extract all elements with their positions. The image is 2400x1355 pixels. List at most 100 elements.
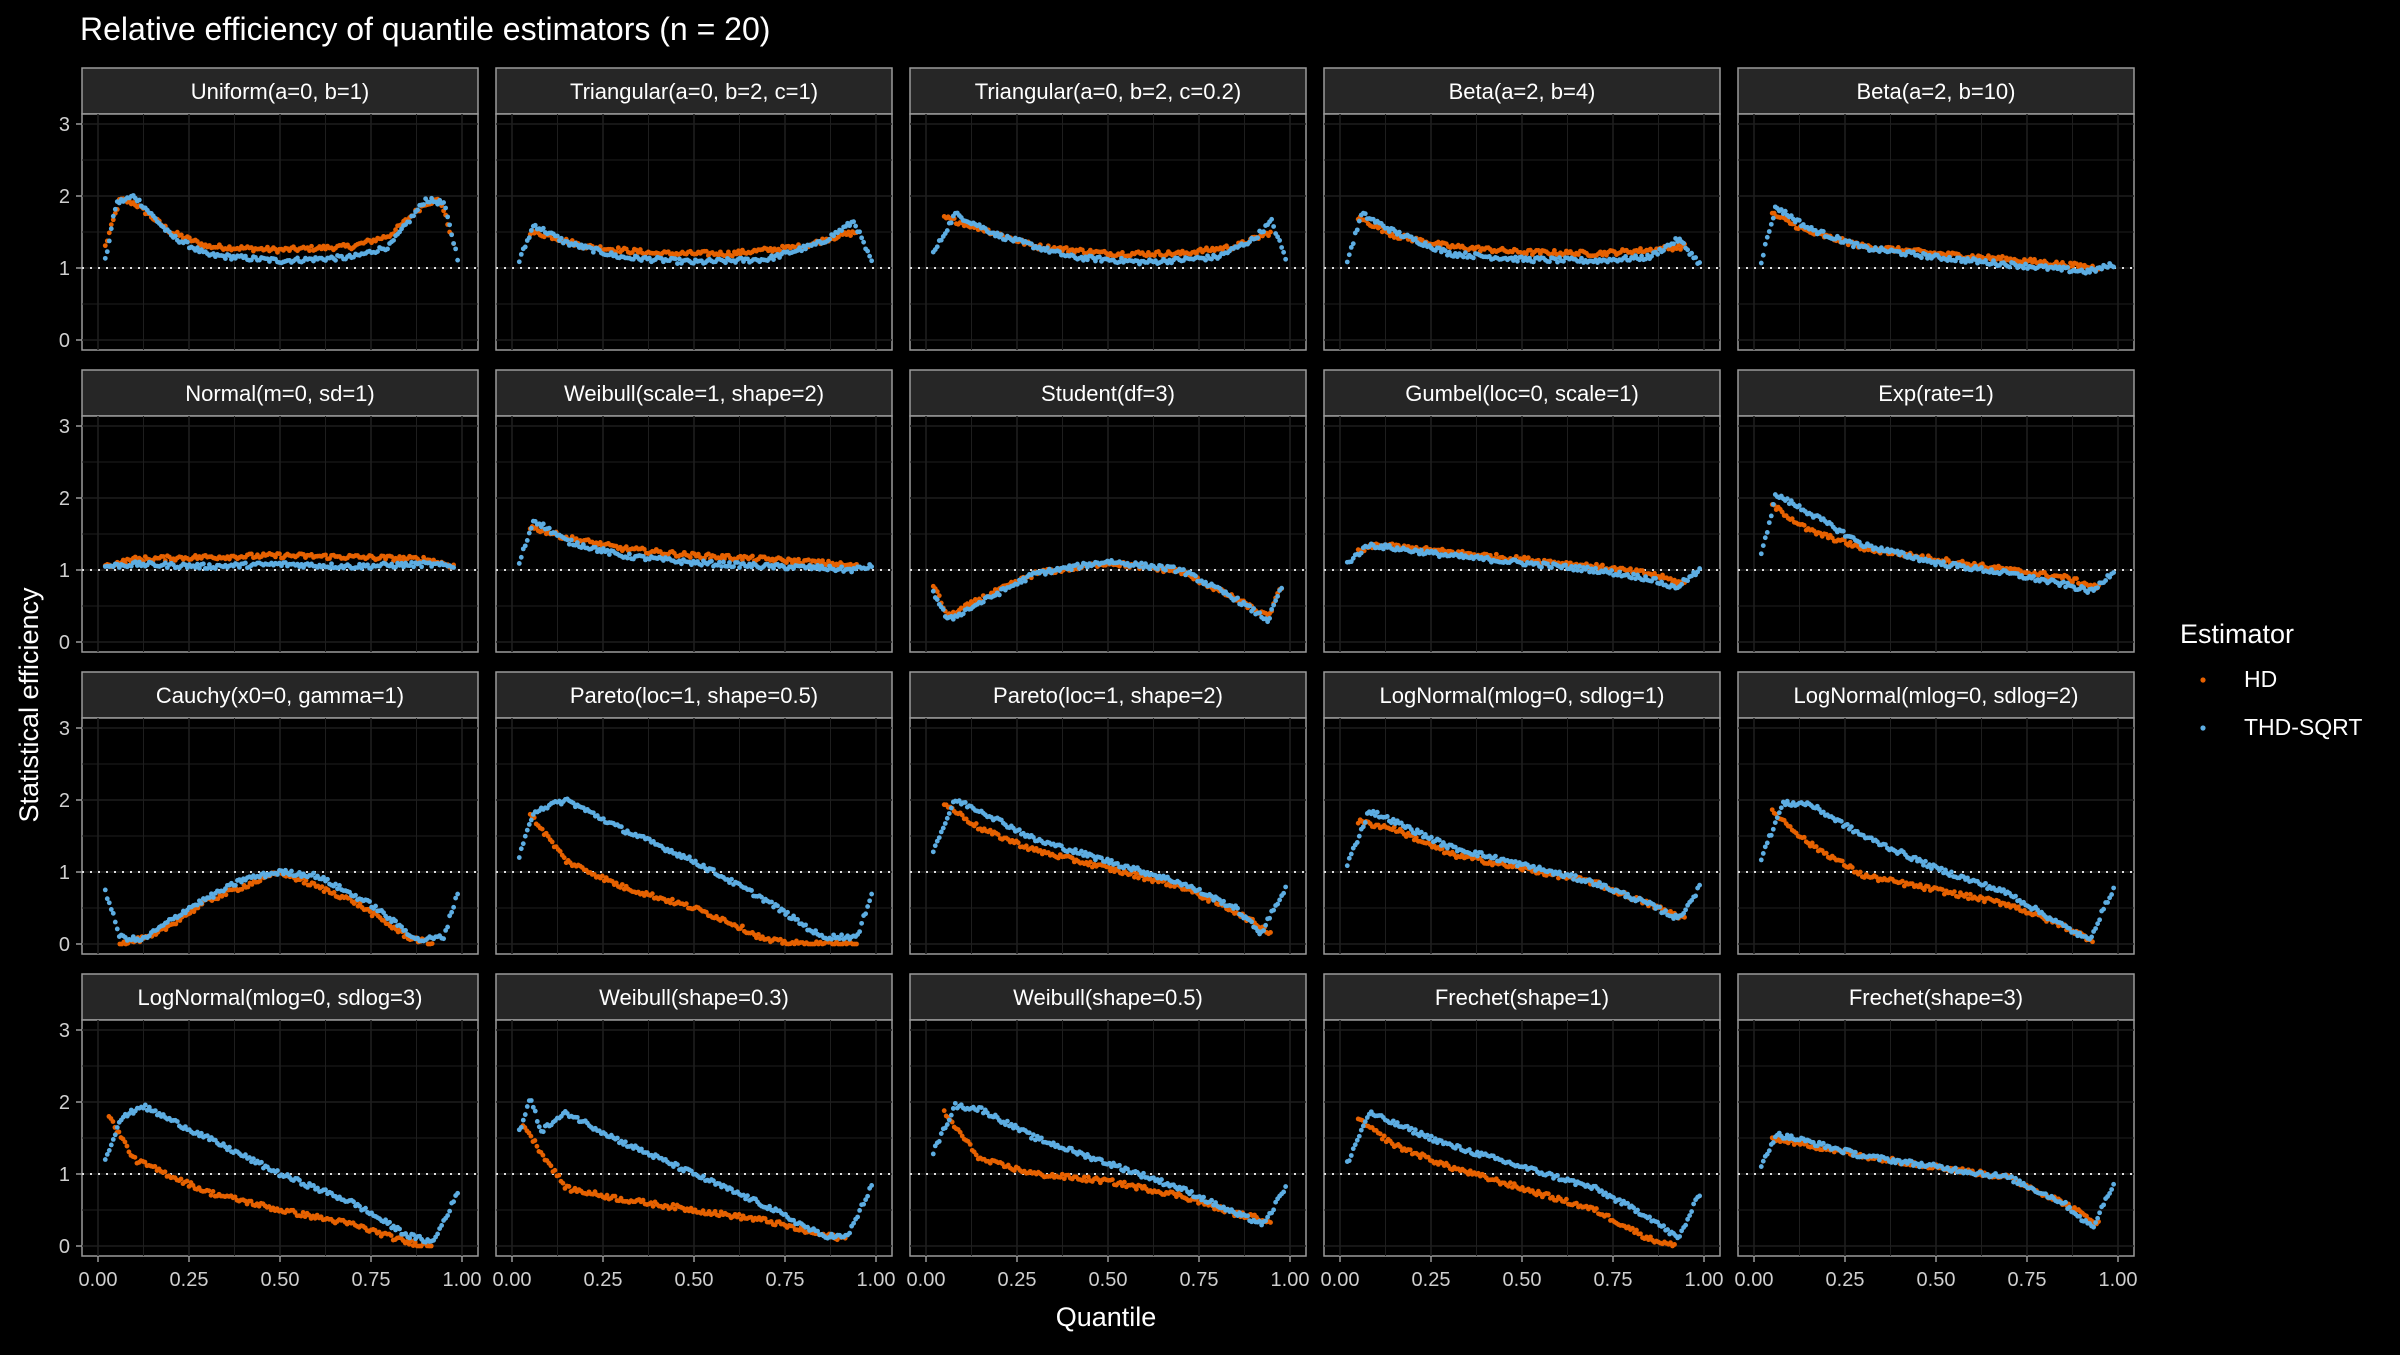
facet-panel: Pareto(loc=1, shape=0.5) <box>496 672 892 954</box>
thd-sqrt-point <box>727 560 732 565</box>
thd-sqrt-point <box>943 821 948 826</box>
hd-point <box>2074 576 2079 581</box>
y-tick-label: 3 <box>59 718 70 740</box>
thd-sqrt-point <box>1841 529 1846 534</box>
facet-panel: Triangular(a=0, b=2, c=0.2) <box>910 68 1306 350</box>
thd-sqrt-point <box>1767 520 1772 525</box>
x-axis-label: Quantile <box>1056 1302 1157 1332</box>
hd-point <box>1268 230 1273 235</box>
thd-sqrt-point <box>453 246 458 251</box>
thd-sqrt-point <box>1375 810 1380 815</box>
thd-sqrt-point <box>1429 835 1434 840</box>
thd-sqrt-point <box>185 240 190 245</box>
hd-point <box>1526 555 1531 560</box>
thd-sqrt-point <box>567 542 572 547</box>
facet-title: Normal(m=0, sd=1) <box>185 381 375 406</box>
hd-point <box>1016 840 1021 845</box>
thd-sqrt-point <box>857 929 862 934</box>
thd-sqrt-point <box>419 564 424 569</box>
thd-sqrt-point <box>1271 908 1276 913</box>
thd-sqrt-point <box>105 896 110 901</box>
hd-point <box>854 942 859 947</box>
thd-sqrt-point <box>963 800 968 805</box>
thd-sqrt-point <box>1261 928 1266 933</box>
hd-point <box>1268 930 1273 935</box>
thd-sqrt-point <box>1769 513 1774 518</box>
y-tick-label: 0 <box>59 934 70 956</box>
y-tick-label: 1 <box>59 862 70 884</box>
thd-sqrt-point <box>173 234 178 239</box>
facet-panel: Weibull(scale=1, shape=2) <box>496 370 892 652</box>
thd-sqrt-point <box>453 896 458 901</box>
facet-panel: Exp(rate=1) <box>1738 370 2134 652</box>
thd-sqrt-point <box>523 543 528 548</box>
thd-sqrt-point <box>1685 247 1690 252</box>
hd-point <box>1494 552 1499 557</box>
thd-sqrt-point <box>861 240 866 245</box>
y-tick-label: 0 <box>59 330 70 352</box>
thd-sqrt-point <box>1609 568 1614 573</box>
thd-sqrt-point <box>853 224 858 229</box>
y-tick-label: 3 <box>59 114 70 136</box>
thd-sqrt-point <box>945 228 950 233</box>
thd-sqrt-point <box>1269 217 1274 222</box>
hd-point <box>688 555 693 560</box>
thd-sqrt-point <box>111 214 116 219</box>
thd-sqrt-point <box>1919 255 1924 260</box>
thd-sqrt-point <box>137 198 142 203</box>
thd-sqrt-point <box>1269 607 1274 612</box>
hd-point <box>540 827 545 832</box>
thd-sqrt-point <box>555 234 560 239</box>
thd-sqrt-point <box>795 917 800 922</box>
thd-sqrt-point <box>575 540 580 545</box>
thd-sqrt-point <box>455 258 460 263</box>
thd-sqrt-point <box>1281 250 1286 255</box>
hd-point <box>806 557 811 562</box>
thd-sqrt-point <box>1277 898 1282 903</box>
thd-sqrt-point <box>449 910 454 915</box>
thd-sqrt-point <box>937 835 942 840</box>
facet-title: Weibull(scale=1, shape=2) <box>564 381 824 406</box>
facet-title: Pareto(loc=1, shape=0.5) <box>570 683 818 708</box>
thd-sqrt-point <box>859 235 864 240</box>
thd-sqrt-point <box>1767 229 1772 234</box>
thd-sqrt-point <box>445 214 450 219</box>
thd-sqrt-point <box>1221 899 1226 904</box>
thd-sqrt-point <box>1275 594 1280 599</box>
thd-sqrt-point <box>441 936 446 941</box>
facet-panel: LogNormal(mlog=0, sdlog=1) <box>1324 672 1720 954</box>
facet-panel: Beta(a=2, b=10) <box>1738 68 2134 350</box>
hd-point <box>103 243 108 248</box>
thd-sqrt-point <box>1385 814 1390 819</box>
thd-sqrt-point <box>941 607 946 612</box>
thd-sqrt-point <box>109 226 114 231</box>
facet-title: Beta(a=2, b=10) <box>1856 79 2015 104</box>
thd-sqrt-point <box>1347 252 1352 257</box>
thd-sqrt-point <box>375 249 380 254</box>
thd-sqrt-point <box>1681 241 1686 246</box>
thd-sqrt-point <box>1357 834 1362 839</box>
thd-sqrt-point <box>115 927 120 932</box>
chart-title: Relative efficiency of quantile estimato… <box>80 11 770 47</box>
thd-sqrt-point <box>1261 229 1266 234</box>
thd-sqrt-point <box>311 871 316 876</box>
thd-sqrt-point <box>1355 227 1360 232</box>
thd-sqrt-point <box>627 552 632 557</box>
hd-point <box>562 855 567 860</box>
thd-sqrt-point <box>421 202 426 207</box>
thd-sqrt-point <box>1771 502 1776 507</box>
thd-sqrt-point <box>1671 241 1676 246</box>
hd-point <box>107 230 112 235</box>
thd-sqrt-point <box>619 824 624 829</box>
hd-point <box>616 245 621 250</box>
thd-sqrt-point <box>451 241 456 246</box>
facet-title: Gumbel(loc=0, scale=1) <box>1405 381 1639 406</box>
thd-sqrt-point <box>403 928 408 933</box>
hd-point <box>430 941 435 946</box>
thd-sqrt-point <box>865 249 870 254</box>
thd-sqrt-point <box>529 818 534 823</box>
thd-sqrt-point <box>1045 245 1050 250</box>
thd-sqrt-point <box>447 222 452 227</box>
